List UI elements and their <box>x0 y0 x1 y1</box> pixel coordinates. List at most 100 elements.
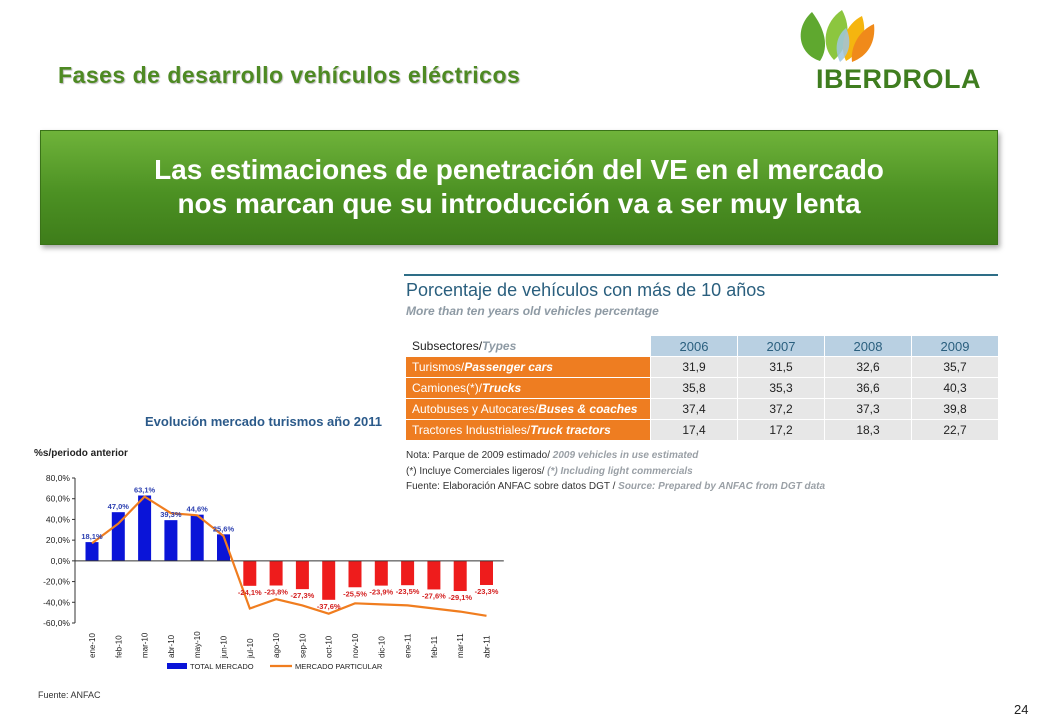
bar <box>453 560 467 591</box>
table-cell: 35,7 <box>911 356 998 378</box>
table-row: Turismos/Passenger cars 31,9 31,5 32,6 3… <box>406 356 998 378</box>
x-tick-label: oct-10 <box>325 635 334 658</box>
y-tick-label: 0,0% <box>51 556 71 566</box>
page-number: 24 <box>1014 702 1029 717</box>
old-vehicles-table: Subsectores/Types 2006 2007 2008 2009 Tu… <box>406 336 998 441</box>
data-label: -27,6% <box>422 591 446 600</box>
legend-label: TOTAL MERCADO <box>190 662 254 671</box>
slide-title: Fases de desarrollo vehículos eléctricos <box>58 62 521 88</box>
table-title: Porcentaje de vehículos con más de 10 añ… <box>406 280 766 300</box>
table-row: Tractores Industriales/Truck tractors 17… <box>406 419 998 441</box>
x-tick-label: may-10 <box>193 631 202 658</box>
bar <box>111 512 125 561</box>
table-top-rule <box>404 274 998 276</box>
x-tick-label: ene-10 <box>88 633 97 658</box>
y-tick-label: -60,0% <box>43 618 70 628</box>
table-subtitle: More than ten years old vehicles percent… <box>406 304 659 318</box>
bar <box>295 560 309 590</box>
bar <box>190 514 204 561</box>
data-label: -25,5% <box>343 589 367 598</box>
legend-swatch-total-mercado <box>167 663 187 669</box>
bar <box>322 560 336 600</box>
bar <box>401 560 415 586</box>
row-label: Autobuses y Autocares/Buses & coaches <box>406 398 651 420</box>
table-cell: 22,7 <box>911 419 998 441</box>
data-label: -24,1% <box>238 588 262 597</box>
note-line: Nota: Parque de 2009 estimado/ 2009 vehi… <box>406 450 699 461</box>
data-label: 44,6% <box>187 505 209 514</box>
y-tick-label: 20,0% <box>46 535 71 545</box>
table-row: Camiones(*)/Trucks 35,8 35,3 36,6 40,3 <box>406 377 998 399</box>
table-cell: 37,3 <box>824 398 912 420</box>
table-cell: 39,8 <box>911 398 998 420</box>
y-tick-label: 80,0% <box>46 473 71 483</box>
note-line: (*) Incluye Comerciales ligeros/ (*) Inc… <box>406 465 693 477</box>
table-header-label: Subsectores/Types <box>406 336 651 357</box>
table-cell: 31,5 <box>737 356 825 378</box>
x-tick-label: jul-10 <box>246 638 255 659</box>
table-cell: 35,8 <box>650 377 738 399</box>
x-tick-label: ago-10 <box>272 633 281 658</box>
banner-text: Las estimaciones de penetración del VE e… <box>41 153 997 221</box>
data-label: 18,1% <box>81 532 103 541</box>
bar <box>374 560 388 586</box>
y-tick-label: -40,0% <box>43 597 70 607</box>
bar <box>85 542 99 561</box>
data-label: -23,5% <box>396 587 420 596</box>
data-label: -23,3% <box>475 587 499 596</box>
year-header: 2006 <box>650 336 738 357</box>
table-cell: 18,3 <box>824 419 912 441</box>
table-header-row: Subsectores/Types 2006 2007 2008 2009 <box>406 336 998 357</box>
banner-line-2: nos marcan que su introducción va a ser … <box>177 188 861 219</box>
headline-banner: Las estimaciones de penetración del VE e… <box>40 130 998 245</box>
x-tick-label: jun-10 <box>220 635 229 659</box>
chart-y-axis-label: %s/periodo anterior <box>34 448 128 459</box>
table-notes: Nota: Parque de 2009 estimado/ 2009 vehi… <box>406 448 825 495</box>
bar <box>427 560 441 590</box>
bar <box>217 534 230 561</box>
bar <box>243 560 257 586</box>
y-tick-label: -20,0% <box>43 577 70 587</box>
table-cell: 31,9 <box>650 356 738 378</box>
x-tick-label: nov-10 <box>351 633 360 658</box>
banner-line-1: Las estimaciones de penetración del VE e… <box>154 154 884 185</box>
old-vehicles-table-block: Porcentaje de vehículos con más de 10 añ… <box>404 268 1004 498</box>
bar <box>480 560 493 585</box>
x-tick-label: mar-10 <box>141 632 150 658</box>
iberdrola-logo: IBERDROLA <box>790 6 1000 96</box>
data-label: 63,1% <box>134 486 156 495</box>
bar <box>138 495 152 561</box>
year-header: 2009 <box>911 336 998 357</box>
table-cell: 17,4 <box>650 419 738 441</box>
table-cell: 35,3 <box>737 377 825 399</box>
x-tick-label: dic-10 <box>377 636 386 658</box>
data-label: 39,3% <box>160 510 182 519</box>
series-line-mercado-particular <box>91 495 487 617</box>
data-label: -23,9% <box>369 588 393 597</box>
data-label: 47,0% <box>108 502 130 511</box>
data-label: -37,6% <box>317 602 341 611</box>
x-tick-label: feb-11 <box>430 635 439 658</box>
x-tick-label: feb-10 <box>114 635 123 658</box>
table-row: Autobuses y Autocares/Buses & coaches 37… <box>406 398 998 420</box>
data-label: -27,3% <box>291 591 315 600</box>
x-tick-label: mar-11 <box>456 633 465 658</box>
legend-label: MERCADO PARTICULAR <box>295 662 383 671</box>
year-header: 2008 <box>824 336 912 357</box>
table-cell: 36,6 <box>824 377 912 399</box>
bar <box>164 520 178 561</box>
chart-title: Evolución mercado turismos año 2011 <box>145 414 382 429</box>
table-cell: 32,6 <box>824 356 912 378</box>
note-line: Fuente: Elaboración ANFAC sobre datos DG… <box>406 481 826 492</box>
table-cell: 17,2 <box>737 419 825 441</box>
x-tick-label: abr-10 <box>167 634 176 658</box>
table-cell: 40,3 <box>911 377 998 399</box>
year-header: 2007 <box>737 336 825 357</box>
table-cell: 37,4 <box>650 398 738 420</box>
table-cell: 37,2 <box>737 398 825 420</box>
bar <box>269 560 283 586</box>
market-evolution-chart: 80,0% 60,0% 40,0% 20,0% 0,0% -20,0% -40,0% -60,… <box>43 473 504 671</box>
logo-wordmark: IBERDROLA <box>816 64 981 94</box>
data-label: -29,1% <box>448 593 472 602</box>
x-tick-label: abr-11 <box>483 635 492 658</box>
